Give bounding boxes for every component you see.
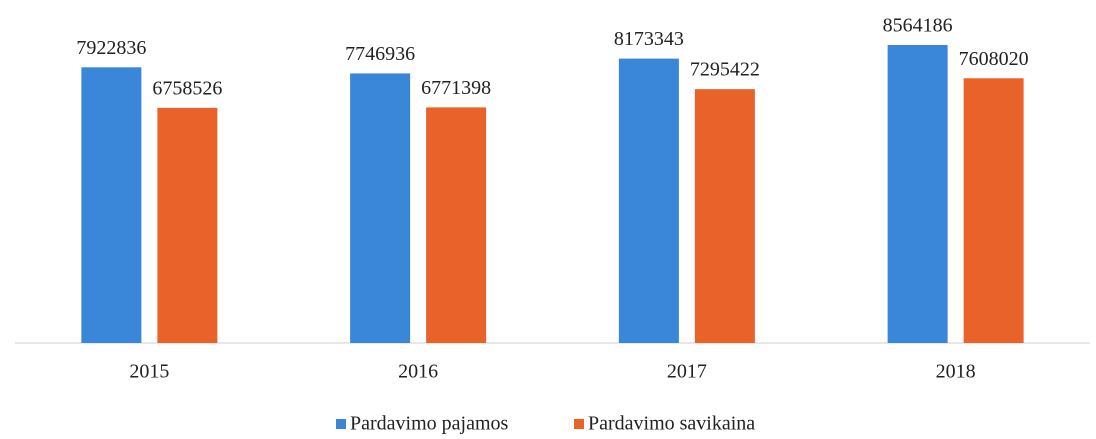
bar xyxy=(426,107,487,343)
bar xyxy=(350,73,411,344)
legend-label: Pardavimo pajamos xyxy=(350,413,509,435)
data-label: 7922836 xyxy=(76,37,146,59)
x-tick-label: 2015 xyxy=(129,361,169,383)
data-label: 7295422 xyxy=(690,59,760,81)
x-tick-label: 2017 xyxy=(667,361,707,383)
data-label: 6771398 xyxy=(421,77,491,99)
legend-swatch xyxy=(336,419,346,429)
data-label: 7746936 xyxy=(345,43,415,65)
data-label: 8564186 xyxy=(883,15,953,37)
x-tick-label: 2016 xyxy=(398,361,438,383)
bar xyxy=(81,67,142,343)
data-label: 7608020 xyxy=(959,48,1029,70)
bar xyxy=(887,45,948,343)
data-label: 8173343 xyxy=(614,28,684,50)
bar xyxy=(963,78,1024,344)
bar xyxy=(694,89,755,343)
bar xyxy=(618,58,679,344)
x-tick-label: 2018 xyxy=(936,361,976,383)
legend-swatch xyxy=(574,419,584,429)
bar xyxy=(157,107,218,344)
data-label: 6758526 xyxy=(152,77,222,99)
legend-label: Pardavimo savikaina xyxy=(588,413,755,435)
